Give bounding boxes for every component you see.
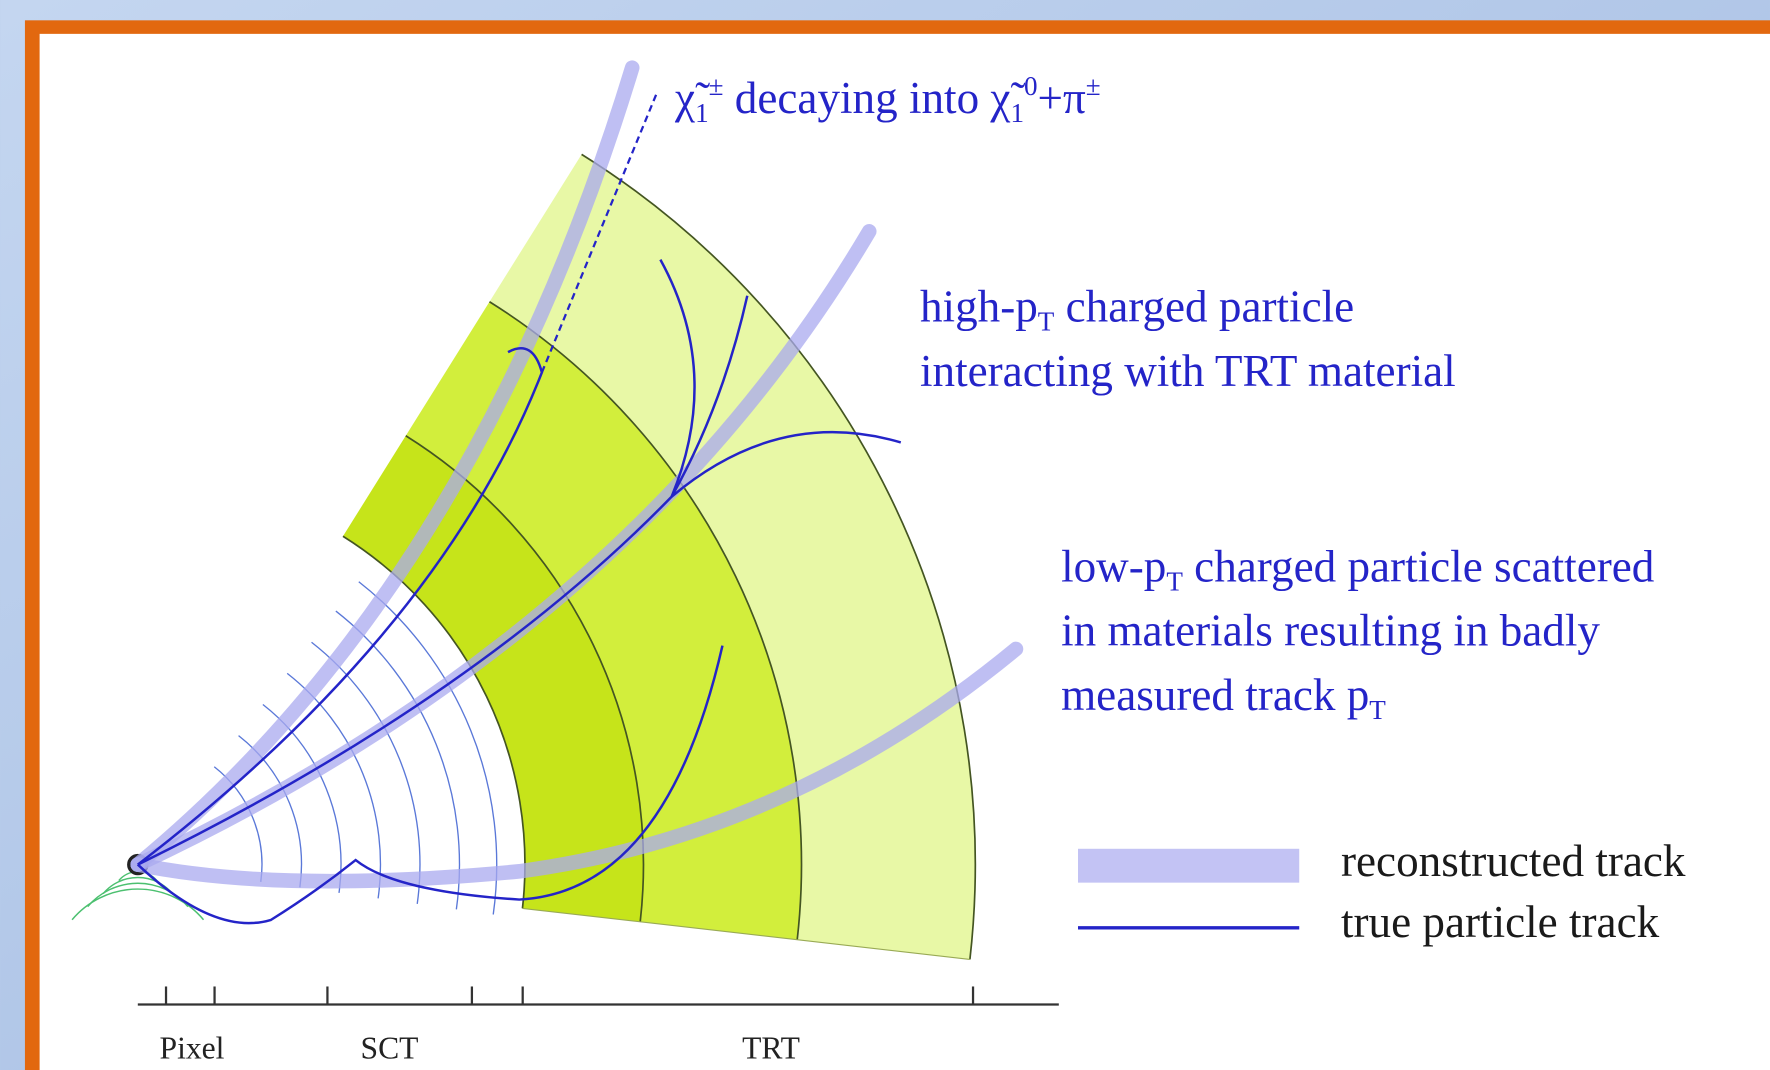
layer-arc [581,153,977,960]
axis-label: TRT [742,1031,800,1066]
true-track [136,645,724,925]
low-pt-label: low-pT charged particle scattered in mat… [1061,541,1666,725]
text: T [1038,307,1055,337]
text: T [1369,695,1386,725]
chargino-label: χ̃1± decaying into χ̃10+π± [674,71,1101,128]
reconstructed-track [130,224,877,872]
legend-label: reconstructed track [1341,836,1686,886]
trt-band [405,301,802,940]
sct-layer [311,641,421,904]
true-track [670,295,749,498]
axis-label: Pixel [160,1031,225,1066]
text: decaying into [724,73,991,123]
text: measured track p [1061,670,1369,720]
tracks [130,60,1024,925]
text: T [1166,566,1183,596]
reconstructed-track [130,60,640,872]
text: interacting with TRT material [920,346,1456,396]
text: ± [709,71,724,101]
text: 1 [695,98,709,128]
text: high-p [920,282,1038,332]
text: 0 [1024,71,1038,101]
detector-axis [137,986,1059,1006]
neutralino-track [540,92,659,373]
reconstructed-track [130,641,1024,889]
text: 1 [1010,98,1024,128]
pixel-layer [71,888,205,921]
legend-swatch [1078,848,1300,883]
true-track [137,347,544,866]
text: ± [1086,71,1101,101]
text: charged particle scattered [1183,541,1655,591]
text: charged particle [1054,282,1354,332]
high-pt-label: high-pT charged particle interacting wit… [920,282,1456,396]
edge [522,907,970,960]
text: +π [1038,73,1086,123]
true-track [670,430,902,498]
text: low-p [1061,541,1166,591]
text: in materials resulting in badly [1061,606,1600,656]
layer-arc [489,301,803,940]
legend-label: true particle track [1341,897,1660,947]
sct-layer [335,610,461,910]
true-track [137,259,696,866]
axis-label: SCT [361,1031,419,1066]
